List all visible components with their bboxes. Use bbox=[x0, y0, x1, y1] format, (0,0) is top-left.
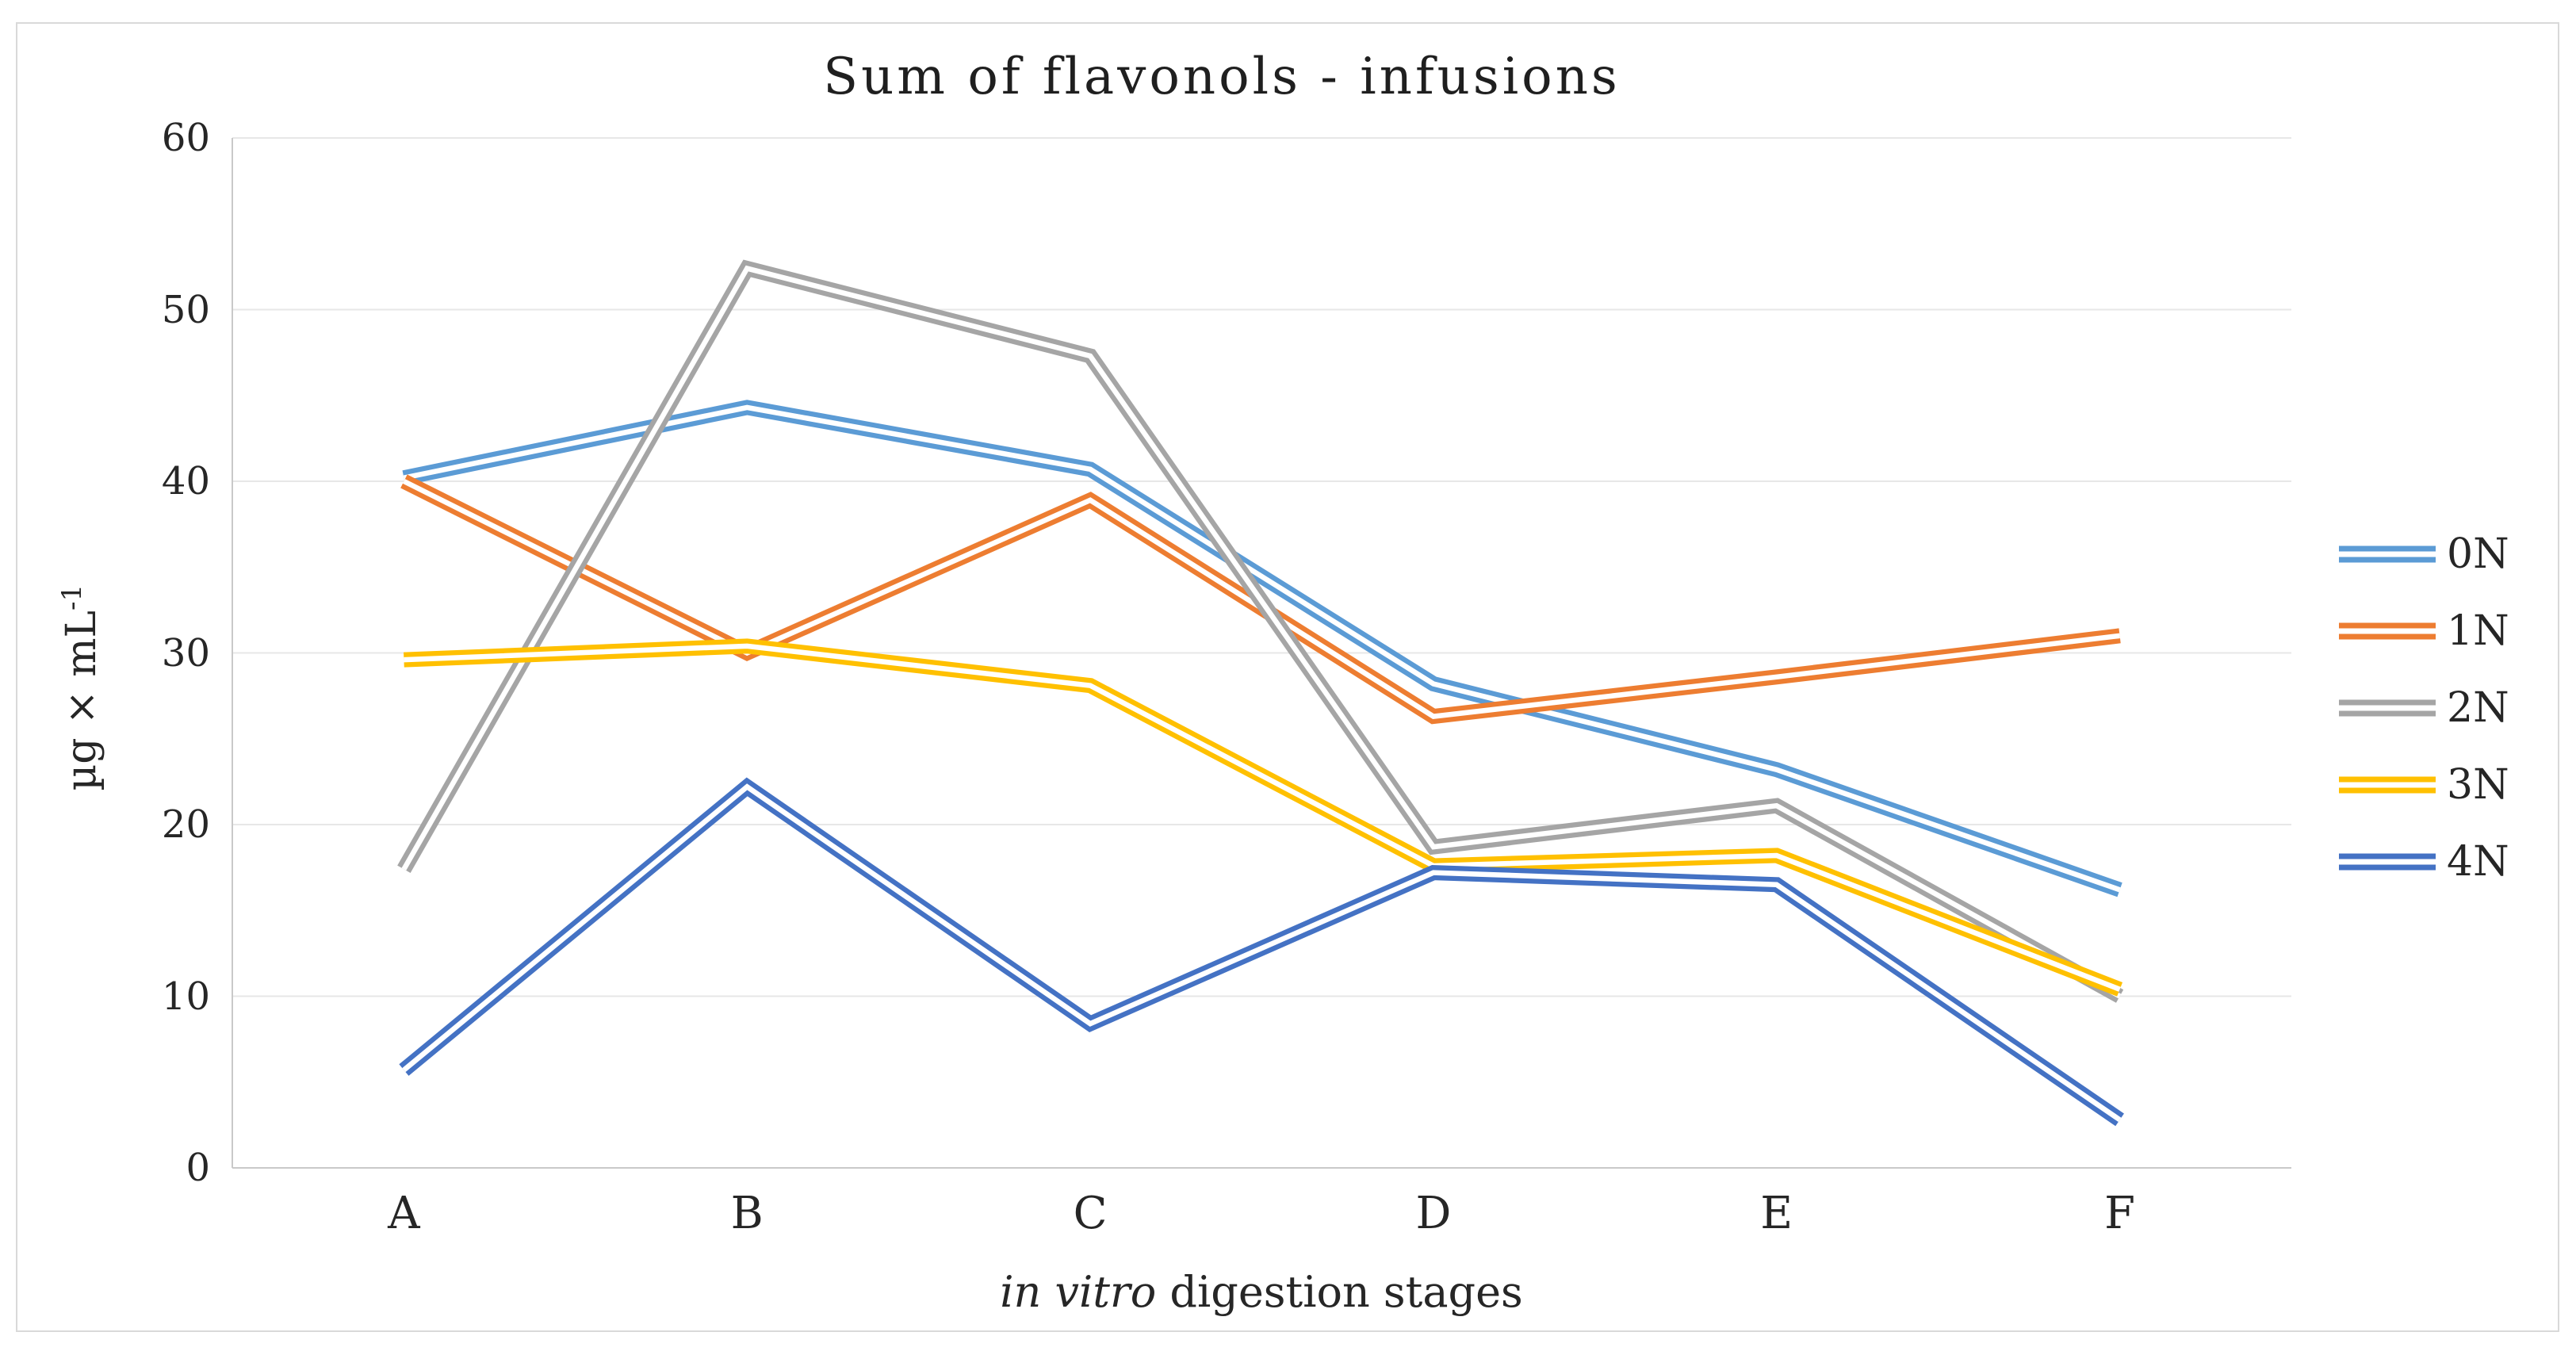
legend-item-0N: 0N bbox=[2339, 515, 2545, 592]
x-category-label-C: C bbox=[1073, 1188, 1108, 1239]
chart-frame bbox=[16, 22, 2559, 1332]
series-line-core-2N bbox=[401, 265, 2122, 999]
legend-item-2N: 2N bbox=[2339, 669, 2545, 746]
series-line-core-4N bbox=[402, 783, 2122, 1123]
y-tick-label-40: 40 bbox=[161, 459, 210, 503]
legend-swatch-4N bbox=[2339, 853, 2436, 870]
y-tick-label-20: 20 bbox=[161, 802, 210, 847]
y-axis-unit: µg × mL bbox=[58, 610, 106, 791]
legend-label-0N: 0N bbox=[2447, 530, 2509, 578]
legend-label-1N: 1N bbox=[2447, 607, 2509, 655]
legend-swatch-1N bbox=[2339, 622, 2436, 639]
x-category-label-E: E bbox=[1760, 1188, 1793, 1239]
y-tick-label-30: 30 bbox=[161, 630, 210, 676]
x-axis-title-italic: in vitro bbox=[1000, 1267, 1157, 1317]
x-category-label-B: B bbox=[730, 1188, 764, 1239]
series-line-4N bbox=[399, 777, 2124, 1127]
legend-swatch-2N bbox=[2339, 699, 2436, 716]
legend-item-3N: 3N bbox=[2339, 746, 2545, 823]
y-tick-label-0: 0 bbox=[186, 1146, 210, 1190]
x-category-label-A: A bbox=[388, 1188, 420, 1239]
chart-title: Sum of flavonols - infusions bbox=[823, 48, 1621, 106]
x-category-label-F: F bbox=[2104, 1188, 2135, 1239]
series-line-core-3N bbox=[404, 643, 2121, 992]
legend-label-4N: 4N bbox=[2447, 837, 2509, 886]
x-axis-title-rest: digestion stages bbox=[1156, 1267, 1523, 1317]
y-tick-label-10: 10 bbox=[161, 974, 210, 1019]
chart-legend: 0N 1N 2N 3N 4N bbox=[2339, 515, 2545, 900]
legend-item-4N: 4N bbox=[2339, 823, 2545, 900]
y-tick-label-50: 50 bbox=[161, 287, 210, 332]
x-axis-title: in vitro digestion stages bbox=[627, 1267, 1896, 1317]
y-axis-exponent: -1 bbox=[56, 584, 88, 611]
y-tick-label-60: 60 bbox=[161, 116, 210, 160]
series-line-core-0N bbox=[403, 404, 2121, 893]
legend-label-3N: 3N bbox=[2447, 760, 2509, 809]
legend-swatch-3N bbox=[2339, 776, 2436, 793]
y-axis-title: µg × mL-1 bbox=[56, 489, 105, 886]
legend-swatch-0N bbox=[2339, 545, 2436, 562]
legend-item-1N: 1N bbox=[2339, 592, 2545, 669]
x-category-label-D: D bbox=[1415, 1188, 1452, 1239]
legend-label-2N: 2N bbox=[2447, 683, 2509, 732]
